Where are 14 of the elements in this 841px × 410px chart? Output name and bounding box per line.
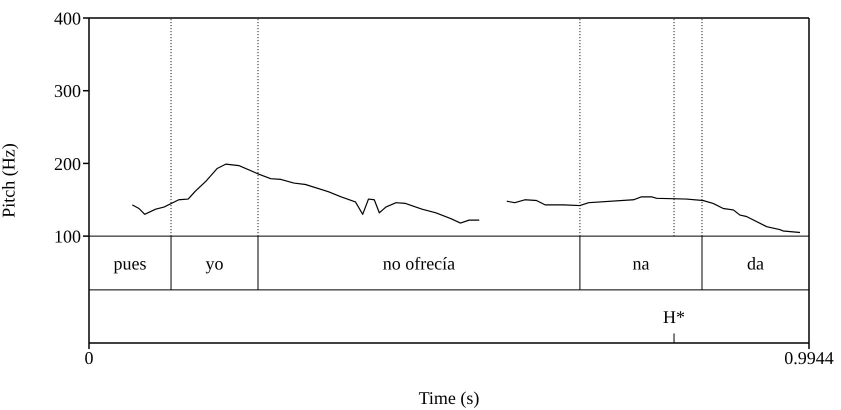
x-axis-title: Time (s) (418, 388, 480, 408)
y-tick-label: 300 (54, 81, 81, 102)
x-tick-label: 0.9944 (784, 348, 834, 368)
annotation: no ofrecía (382, 253, 456, 274)
y-tick-label: 100 (54, 226, 81, 247)
y-tick-label: 200 (54, 154, 81, 174)
annotation: yo (206, 253, 224, 274)
y-tick-label: 400 (54, 8, 81, 28)
x-tick-label: 0 (84, 348, 94, 368)
y-axis-title: Pitch (Hz) (0, 143, 18, 218)
annotation: na (632, 253, 650, 274)
annotation: da (746, 253, 764, 274)
ref-line-label: H* (663, 306, 686, 327)
annotation: pues (114, 253, 147, 274)
